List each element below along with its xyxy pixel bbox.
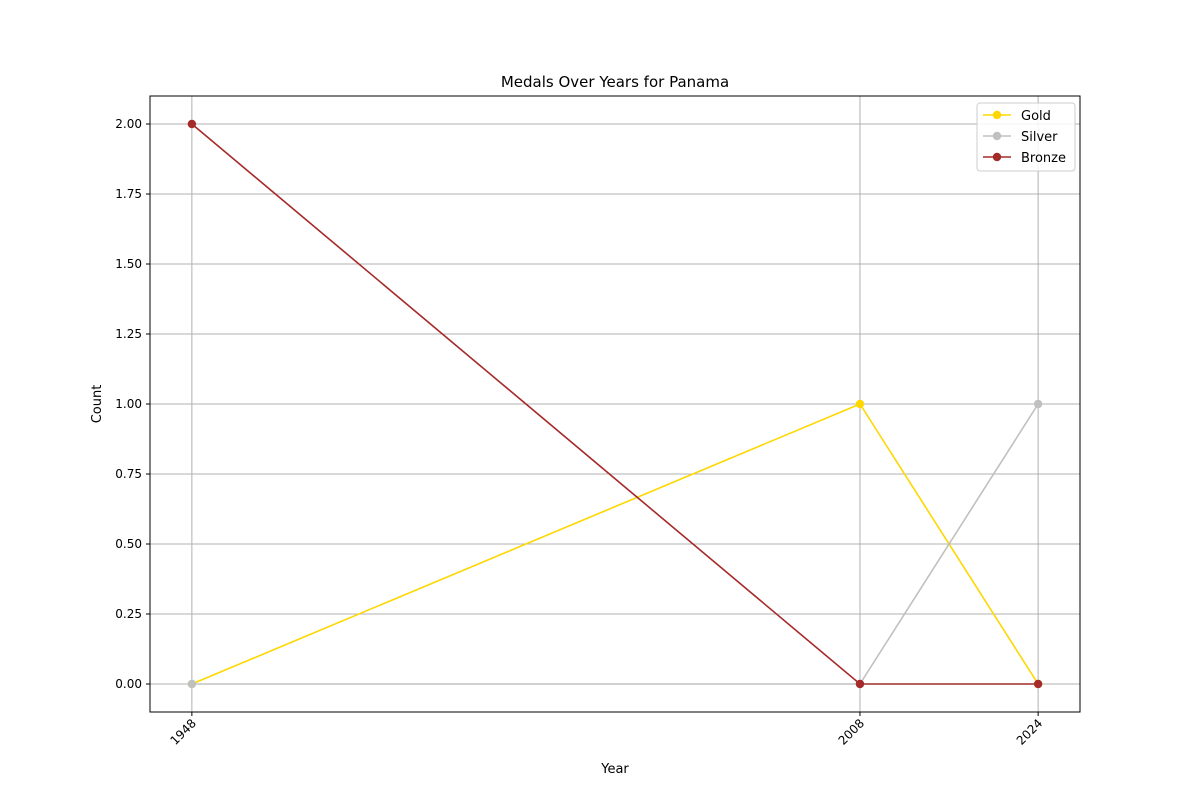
y-tick-label: 2.00 bbox=[115, 117, 142, 131]
chart-title: Medals Over Years for Panama bbox=[501, 73, 729, 91]
y-tick-label: 1.50 bbox=[115, 257, 142, 271]
silver-point bbox=[187, 679, 197, 689]
y-tick-label: 0.50 bbox=[115, 537, 142, 551]
legend: Gold Silver Bronze bbox=[976, 102, 1076, 172]
y-tick-label: 1.00 bbox=[115, 397, 142, 411]
legend-bronze-marker bbox=[992, 152, 1002, 162]
y-tick-label: 1.25 bbox=[115, 327, 142, 341]
legend-bronze-label: Bronze bbox=[1021, 151, 1066, 166]
y-tick-label: 0.25 bbox=[115, 607, 142, 621]
y-tick-label: 0.75 bbox=[115, 467, 142, 481]
y-tick-label: 1.75 bbox=[115, 187, 142, 201]
gold-point bbox=[855, 399, 865, 409]
y-tick-label: 0.00 bbox=[115, 677, 142, 691]
bronze-point bbox=[855, 679, 865, 689]
silver-point bbox=[1033, 399, 1043, 409]
series-lines bbox=[187, 119, 1043, 689]
legend-gold-label: Gold bbox=[1021, 109, 1051, 124]
legend-gold-marker bbox=[992, 110, 1002, 120]
bronze-point bbox=[1033, 679, 1043, 689]
legend-silver-label: Silver bbox=[1021, 130, 1058, 145]
y-axis-label: Count bbox=[90, 385, 105, 424]
x-axis-label: Year bbox=[600, 762, 629, 777]
legend-box bbox=[976, 102, 1076, 172]
legend-silver-marker bbox=[992, 131, 1002, 141]
bronze-point bbox=[187, 119, 197, 129]
